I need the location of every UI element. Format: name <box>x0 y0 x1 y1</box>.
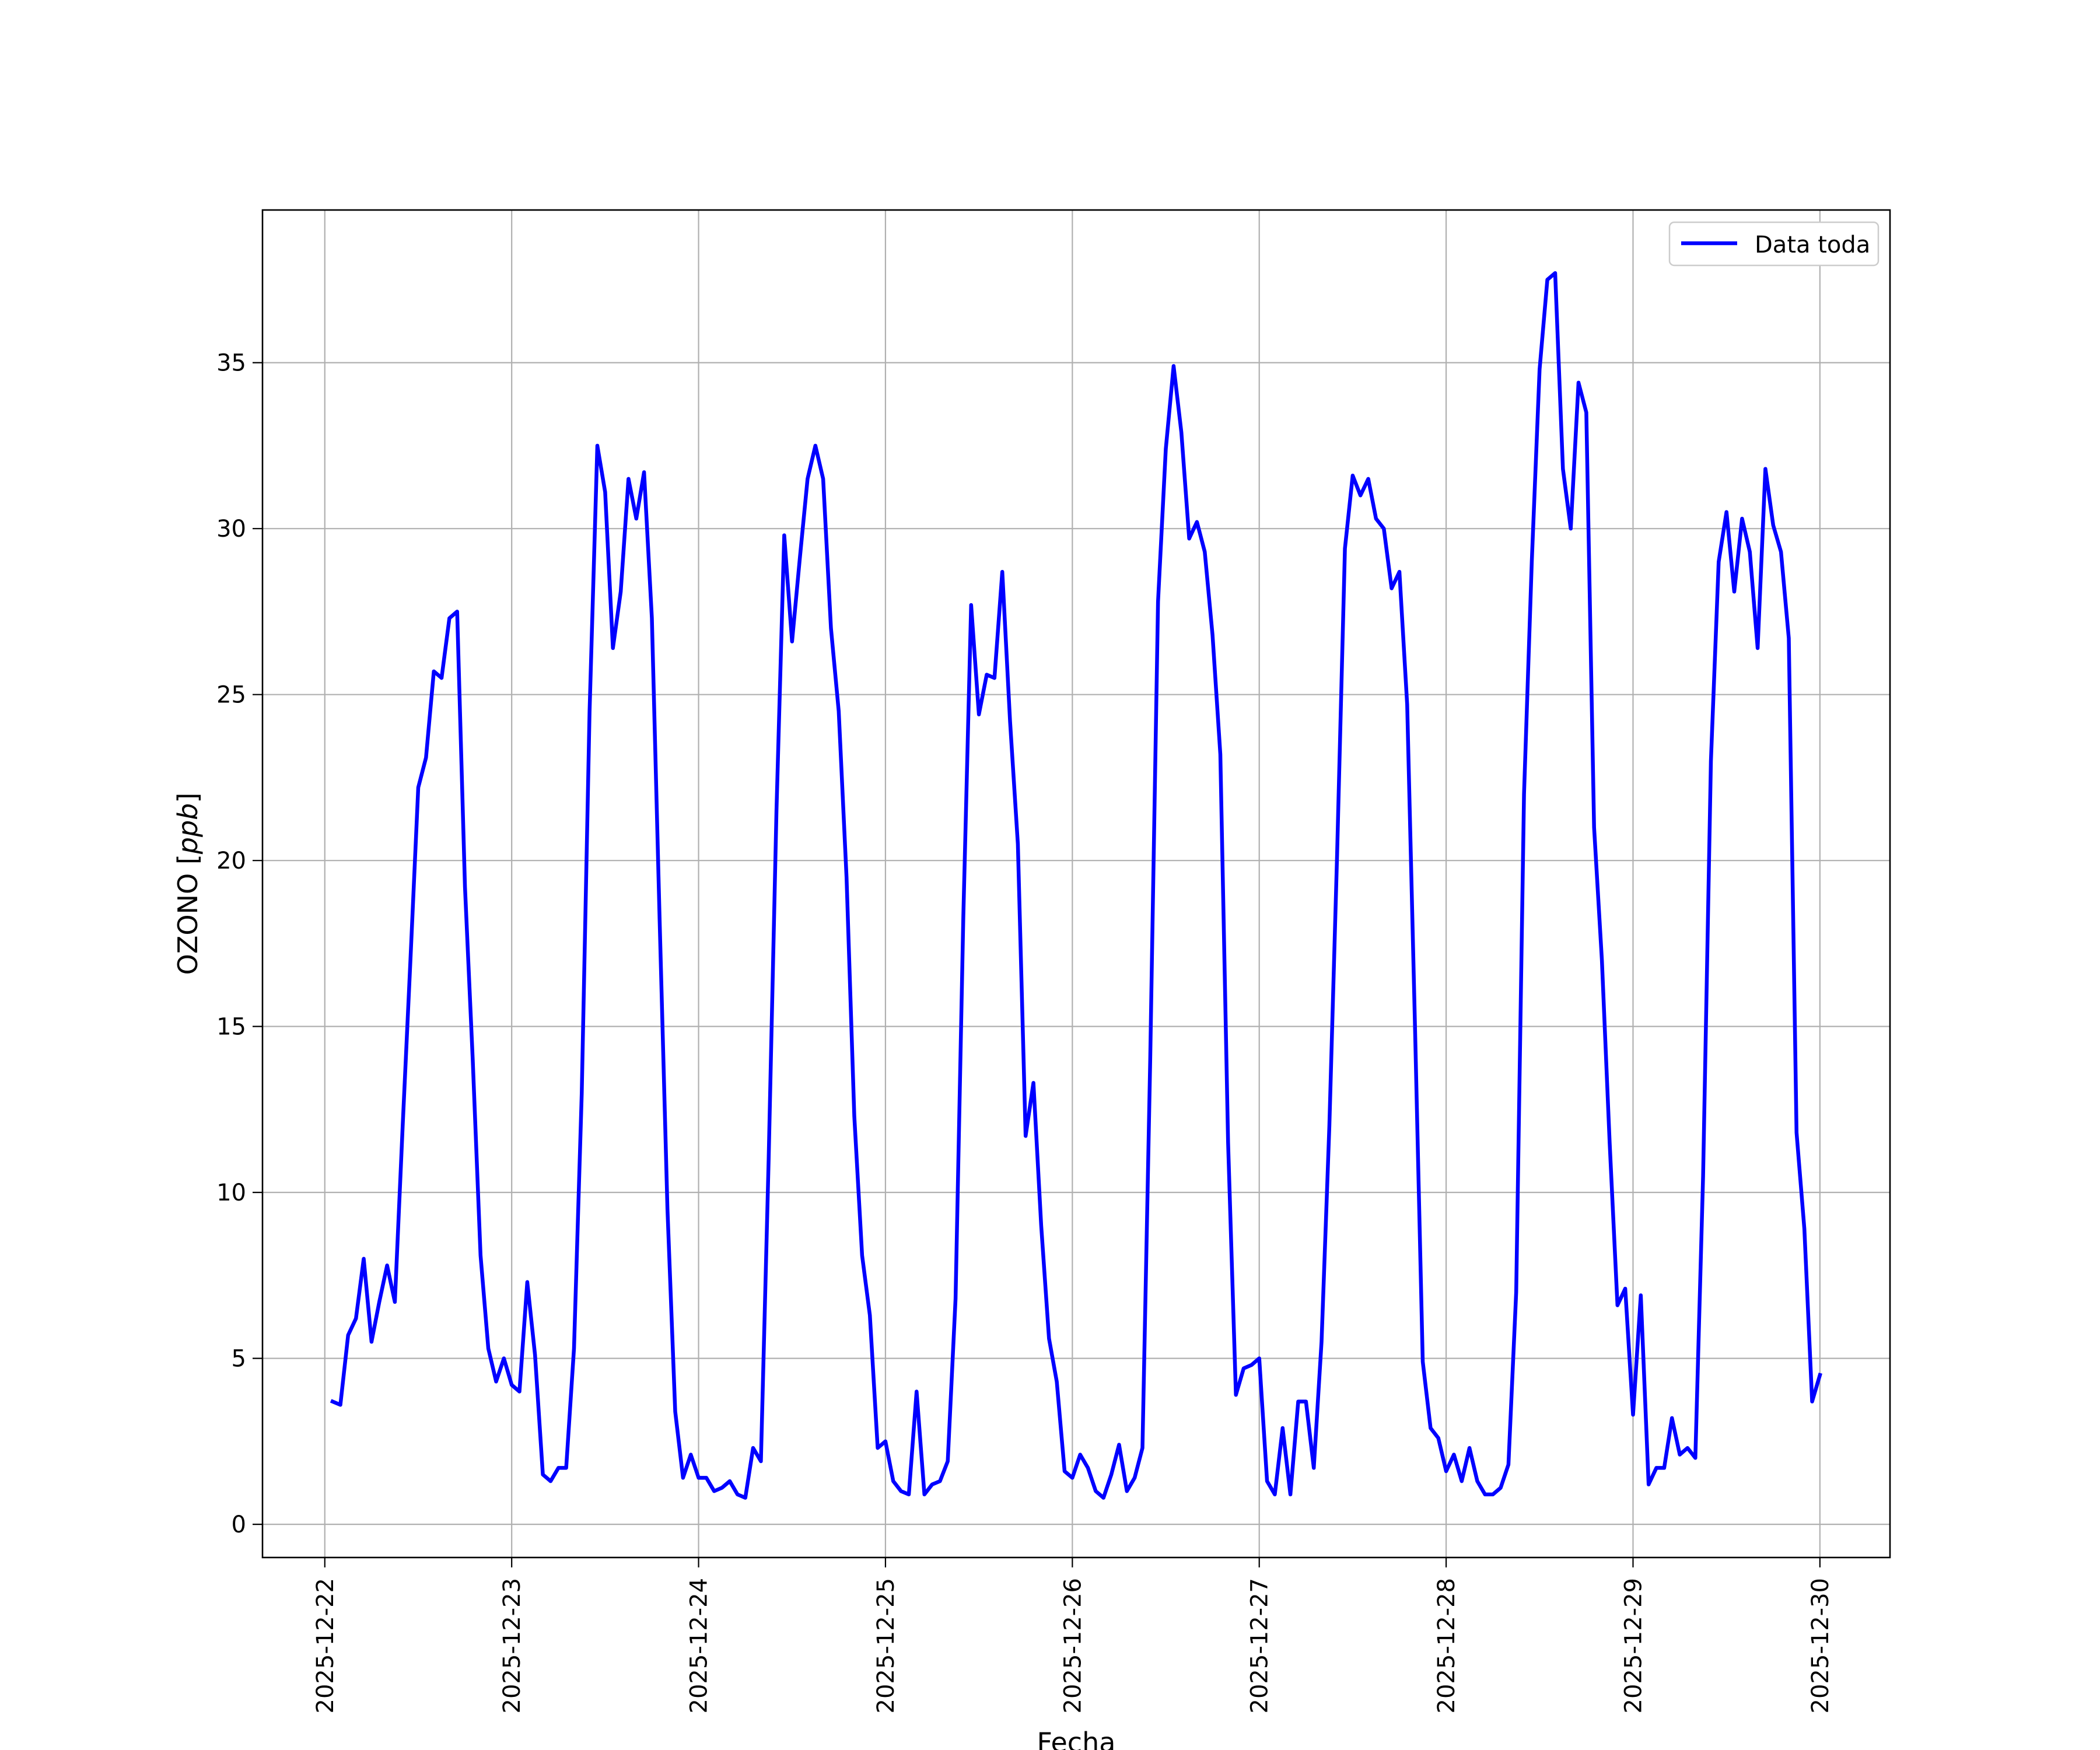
x-tick-label: 2025-12-27 <box>1247 1578 1273 1713</box>
legend: Data toda <box>1670 222 1878 265</box>
x-tick-label: 2025-12-29 <box>1620 1578 1647 1713</box>
y-tick-label: 5 <box>232 1346 246 1373</box>
y-tick-label: 30 <box>216 516 246 542</box>
series-layer <box>332 273 1820 1498</box>
y-axis-label-main: OZONO [ <box>172 854 204 975</box>
x-tick-label: 2025-12-24 <box>686 1578 713 1713</box>
legend-label-data-toda: Data toda <box>1755 232 1870 258</box>
y-axis-label: OZONO [ppb] <box>172 793 204 975</box>
y-axis-label-unit: ppb <box>172 803 204 855</box>
y-tick-label: 10 <box>216 1180 246 1206</box>
x-tick-label: 2025-12-22 <box>312 1578 339 1713</box>
x-tick-label: 2025-12-28 <box>1433 1578 1460 1713</box>
x-tick-label: 2025-12-25 <box>873 1578 900 1713</box>
y-tick-label: 35 <box>216 350 246 377</box>
y-axis-label-close: ] <box>172 793 204 803</box>
y-tick-label: 20 <box>216 848 246 874</box>
x-axis-label: Fecha <box>1037 1727 1116 1750</box>
series-line-data-toda <box>332 273 1820 1498</box>
x-tick-label: 2025-12-26 <box>1059 1578 1086 1713</box>
y-tick-label: 0 <box>232 1511 246 1538</box>
x-tick-label: 2025-12-23 <box>499 1578 526 1713</box>
y-tick-label: 25 <box>216 682 246 709</box>
axis-ticks: 2025-12-22 2025-12-23 2025-12-24 2025-12-25… <box>216 350 1834 1714</box>
x-tick-label: 2025-12-30 <box>1807 1578 1834 1713</box>
y-tick-label: 15 <box>216 1014 246 1041</box>
plot-frame <box>262 210 1890 1558</box>
grid-lines <box>262 210 1890 1558</box>
